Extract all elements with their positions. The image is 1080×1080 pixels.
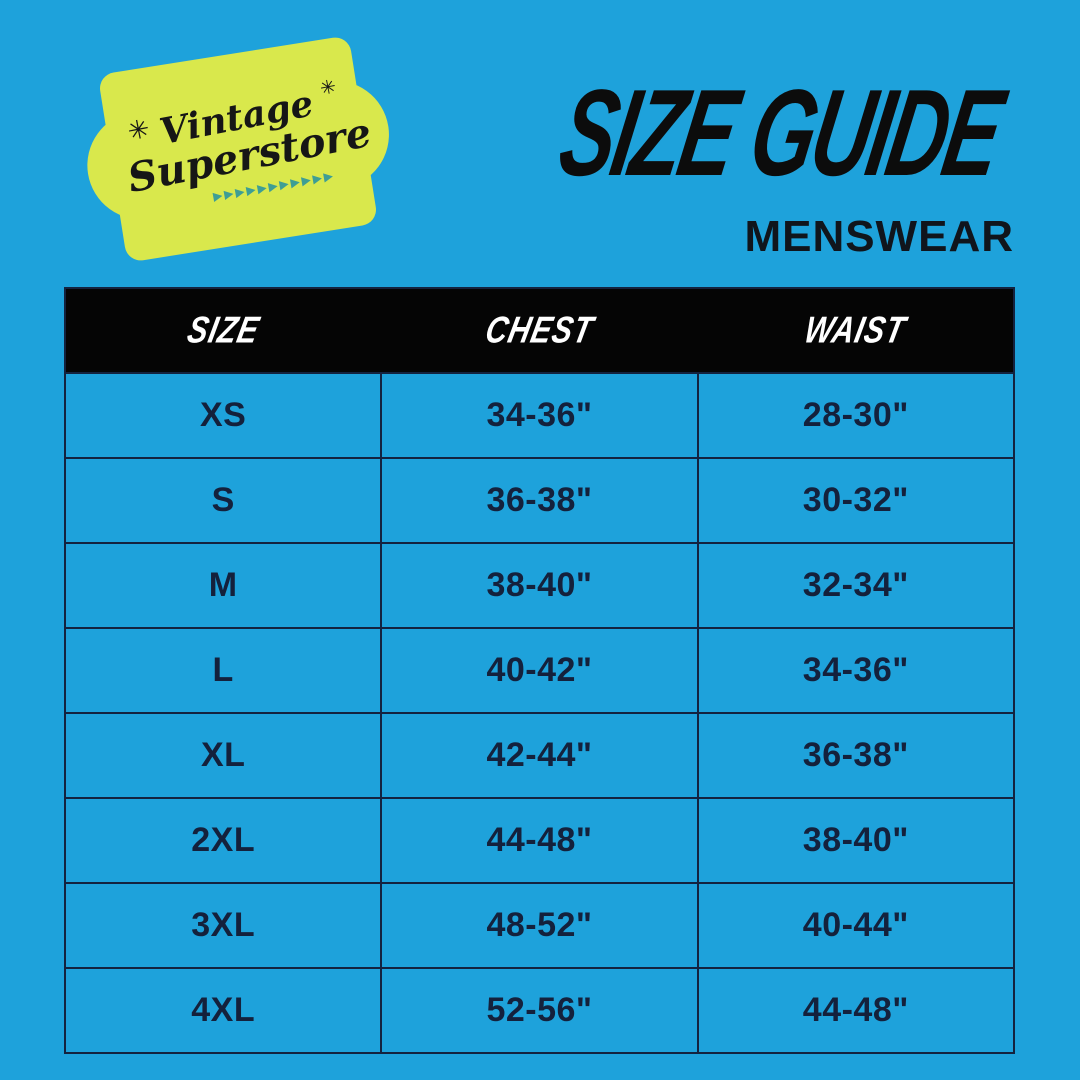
chest-cell: 52-56" — [382, 969, 697, 1052]
size-cell: M — [66, 544, 381, 627]
chest-cell: 34-36" — [382, 374, 697, 457]
size-cell: XS — [66, 374, 381, 457]
chest-cell: 42-44" — [382, 714, 697, 797]
logo-badge: ✳ Vintage ✳ Superstore ▶▶▶▶▶▶▶▶▶▶▶ — [73, 31, 403, 266]
chest-cell: 44-48" — [382, 799, 697, 882]
chest-cell: 38-40" — [382, 544, 697, 627]
size-cell: 3XL — [66, 884, 381, 967]
size-table: SIZE CHEST WAIST XS 34-36" 28-30" S 36-3… — [64, 287, 1015, 1054]
logo-content: ✳ Vintage ✳ Superstore ▶▶▶▶▶▶▶▶▶▶▶ — [73, 31, 403, 266]
table-header-row: SIZE CHEST WAIST — [66, 289, 1013, 372]
size-cell: L — [66, 629, 381, 712]
waist-cell: 38-40" — [698, 799, 1013, 882]
chest-cell: 36-38" — [382, 459, 697, 542]
size-cell: 4XL — [66, 969, 381, 1052]
column-header-chest: CHEST — [481, 309, 598, 351]
waist-cell: 28-30" — [698, 374, 1013, 457]
table-body: XS 34-36" 28-30" S 36-38" 30-32" M 38-40… — [66, 372, 1013, 1052]
size-cell: XL — [66, 714, 381, 797]
sparkle-icon: ✳ — [317, 75, 338, 100]
chest-cell: 40-42" — [382, 629, 697, 712]
size-cell: 2XL — [66, 799, 381, 882]
waist-cell: 40-44" — [698, 884, 1013, 967]
column-header-waist: WAIST — [800, 309, 910, 351]
waist-cell: 30-32" — [698, 459, 1013, 542]
sparkle-icon: ✳ — [124, 113, 152, 148]
waist-cell: 32-34" — [698, 544, 1013, 627]
chest-cell: 48-52" — [382, 884, 697, 967]
size-cell: S — [66, 459, 381, 542]
page-subtitle: MENSWEAR — [744, 212, 1014, 261]
page-title: SIZE GUIDE — [550, 65, 1010, 203]
waist-cell: 34-36" — [698, 629, 1013, 712]
column-header-size: SIZE — [184, 309, 264, 351]
waist-cell: 36-38" — [698, 714, 1013, 797]
waist-cell: 44-48" — [698, 969, 1013, 1052]
